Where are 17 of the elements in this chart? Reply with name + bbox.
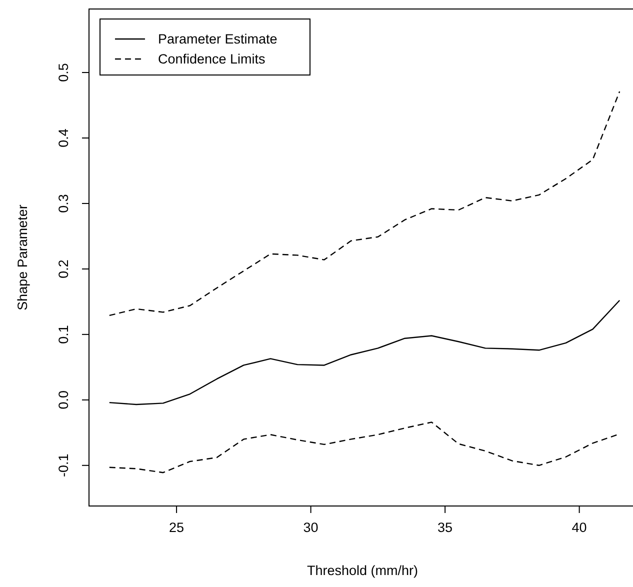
y-tick-label: 0.3 — [56, 194, 71, 213]
line-series — [108, 300, 620, 406]
x-tick-label: 40 — [572, 520, 587, 535]
y-tick-label: 0.1 — [56, 325, 71, 344]
x-tick-label: 25 — [169, 520, 184, 535]
y-tick-label: -0.1 — [56, 454, 71, 478]
legend-label: Parameter Estimate — [158, 32, 278, 47]
x-axis-title: Threshold (mm/hr) — [306, 563, 418, 578]
y-tick-label: 0.5 — [56, 63, 71, 82]
legend-label: Confidence Limits — [158, 52, 266, 67]
x-tick-label: 30 — [303, 520, 318, 535]
line-series — [108, 90, 620, 316]
y-axis-title: Shape Parameter — [15, 204, 30, 310]
y-tick-label: 0.0 — [56, 390, 71, 410]
x-tick-label: 35 — [438, 520, 453, 535]
y-tick-label: 0.4 — [56, 128, 71, 148]
y-tick-label: 0.2 — [56, 260, 71, 278]
